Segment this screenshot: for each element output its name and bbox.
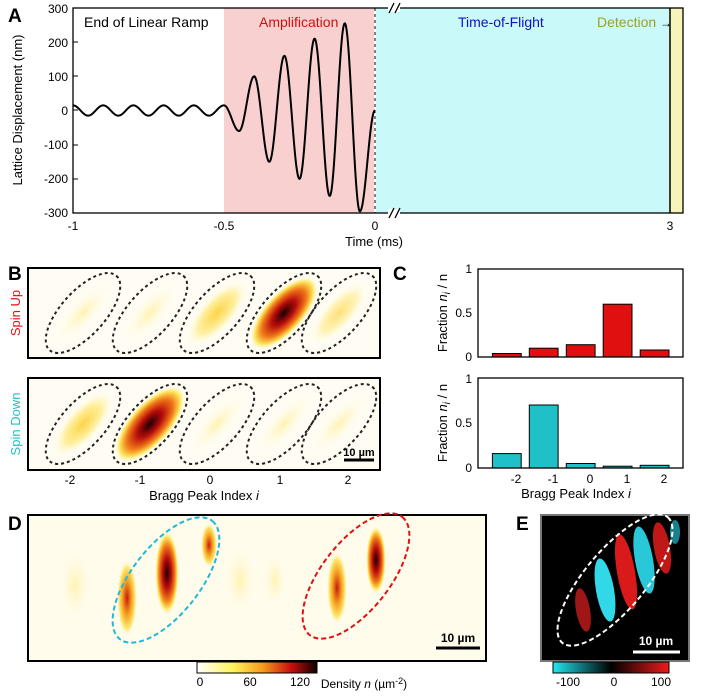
region-label-ramp: End of Linear Ramp	[84, 14, 209, 30]
cbar-tick: -100	[556, 675, 580, 689]
y-axis-label-c-bottom: Fraction ni / n	[435, 384, 453, 462]
y-axis-c-bottom: 1 0.5 0	[455, 372, 472, 475]
bar-down--2	[491, 453, 522, 469]
y-tick: 1	[465, 262, 472, 276]
spin-up-roi-d	[301, 512, 411, 640]
spin-down-blobs	[52, 385, 368, 463]
y-axis-label-c-top: Fraction ni / n	[435, 274, 453, 352]
x-tick: -1	[68, 219, 79, 233]
panel-b-letter: B	[8, 264, 22, 285]
spin-roi-e	[556, 513, 674, 647]
bar-up-2	[639, 349, 670, 358]
panel-e-letter: E	[516, 514, 529, 535]
y-axis-a: 300 200 100 0 -100 -200 -300	[44, 2, 68, 220]
bar-down--1	[528, 404, 559, 469]
tof-region	[376, 8, 670, 213]
panel-d-letter: D	[8, 514, 22, 535]
x-axis-label-a: Time (ms)	[345, 234, 403, 249]
bar-up-1	[602, 303, 633, 358]
panel-c: C 1 0.5 0 Fraction ni / n 1 0.5 0 Fracti…	[393, 262, 684, 501]
panel-c-top-frame	[477, 268, 684, 358]
x-axis-a: -1 -0.5 0 3	[68, 219, 674, 233]
x-tick: -1	[548, 472, 559, 486]
y-tick: 300	[48, 2, 68, 16]
x-tick: 2	[661, 472, 668, 486]
y-axis-c-top: 1 0.5 0	[455, 262, 472, 364]
x-tick: 0	[372, 219, 379, 233]
x-axis-label-b: Bragg Peak Index i	[149, 488, 260, 503]
panel-a-letter: A	[8, 6, 22, 27]
x-axis-b: -2 -1 0 1 2	[65, 473, 352, 487]
x-tick: 1	[624, 472, 631, 486]
y-tick: 1	[465, 372, 472, 386]
spin-up-blobs	[54, 276, 368, 350]
y-tick: 0.5	[455, 416, 472, 430]
spin-stripes	[575, 520, 680, 632]
x-tick: -1	[135, 473, 146, 487]
panel-e: E 10 µm -100 0 100	[516, 513, 690, 689]
y-tick-marks-a	[73, 41, 78, 180]
region-label-detection: Detection	[597, 14, 656, 30]
axis-break-top	[388, 2, 401, 14]
spin-down-bars	[491, 404, 670, 469]
cbar-tick: 60	[243, 675, 257, 689]
spin-down-roi	[44, 383, 378, 465]
spin-colorbar-ticks: -100 0 100	[556, 675, 671, 689]
scale-bar-d-label: 10 µm	[441, 631, 475, 645]
axis-break-bottom	[388, 207, 401, 219]
x-tick: -2	[65, 473, 76, 487]
cbar-tick: 120	[290, 675, 310, 689]
cbar-tick: 0	[197, 675, 204, 689]
spin-down-label: Spin Down	[8, 393, 23, 456]
spin-up-label: Spin Up	[8, 290, 23, 336]
scale-bar-e-label: 10 µm	[639, 634, 673, 648]
density-blobs	[57, 523, 386, 636]
x-tick: 2	[345, 473, 352, 487]
spin-colorbar	[552, 661, 670, 674]
spin-up-bars	[491, 303, 670, 358]
y-tick: 0	[465, 461, 472, 475]
density-colorbar-title: Density n (µm-2)	[321, 676, 407, 691]
panel-a: A End of Linear Ramp Amplification Time-…	[8, 2, 684, 249]
detection-region	[670, 8, 683, 213]
y-tick: 200	[48, 36, 68, 50]
x-tick: -2	[511, 472, 522, 486]
spin-down-roi-d	[111, 516, 221, 644]
bar-up--1	[528, 347, 559, 358]
x-tick: 1	[277, 473, 284, 487]
y-tick: -200	[44, 172, 68, 186]
y-tick: 0	[465, 350, 472, 364]
y-axis-label-a: Lattice Displacement (nm)	[10, 35, 25, 186]
panel-b: B Spin Up	[8, 264, 381, 503]
detection-arrow: →	[660, 16, 672, 30]
panel-c-letter: C	[393, 264, 407, 285]
region-label-amplification: Amplification	[259, 14, 338, 30]
x-tick: 0	[207, 473, 214, 487]
panel-c-bottom-frame	[477, 377, 684, 469]
y-tick: 0	[61, 104, 68, 118]
scale-bar-b-label: 10 µm	[343, 447, 375, 459]
x-tick: -0.5	[214, 219, 235, 233]
density-colorbar-ticks: 0 60 120	[197, 675, 311, 689]
density-colorbar	[196, 661, 318, 674]
y-tick: 100	[48, 70, 68, 84]
bar-up-0	[565, 344, 596, 358]
y-tick: -100	[44, 138, 68, 152]
spin-up-roi	[44, 272, 378, 354]
x-tick: 0	[587, 472, 594, 486]
panel-d: D 10 µm 0 60 120	[8, 512, 487, 689]
x-tick: 3	[667, 219, 674, 233]
y-tick: -300	[44, 206, 68, 220]
x-axis-c: -2 -1 0 1 2	[511, 472, 668, 486]
x-axis-label-c: Bragg Peak Index i	[521, 486, 632, 501]
displacement-trace	[73, 22, 376, 213]
cbar-tick: 0	[611, 675, 618, 689]
cbar-tick: 100	[651, 675, 671, 689]
bar-down-0	[565, 463, 596, 469]
region-label-tof: Time-of-Flight	[458, 14, 544, 30]
y-tick: 0.5	[455, 306, 472, 320]
